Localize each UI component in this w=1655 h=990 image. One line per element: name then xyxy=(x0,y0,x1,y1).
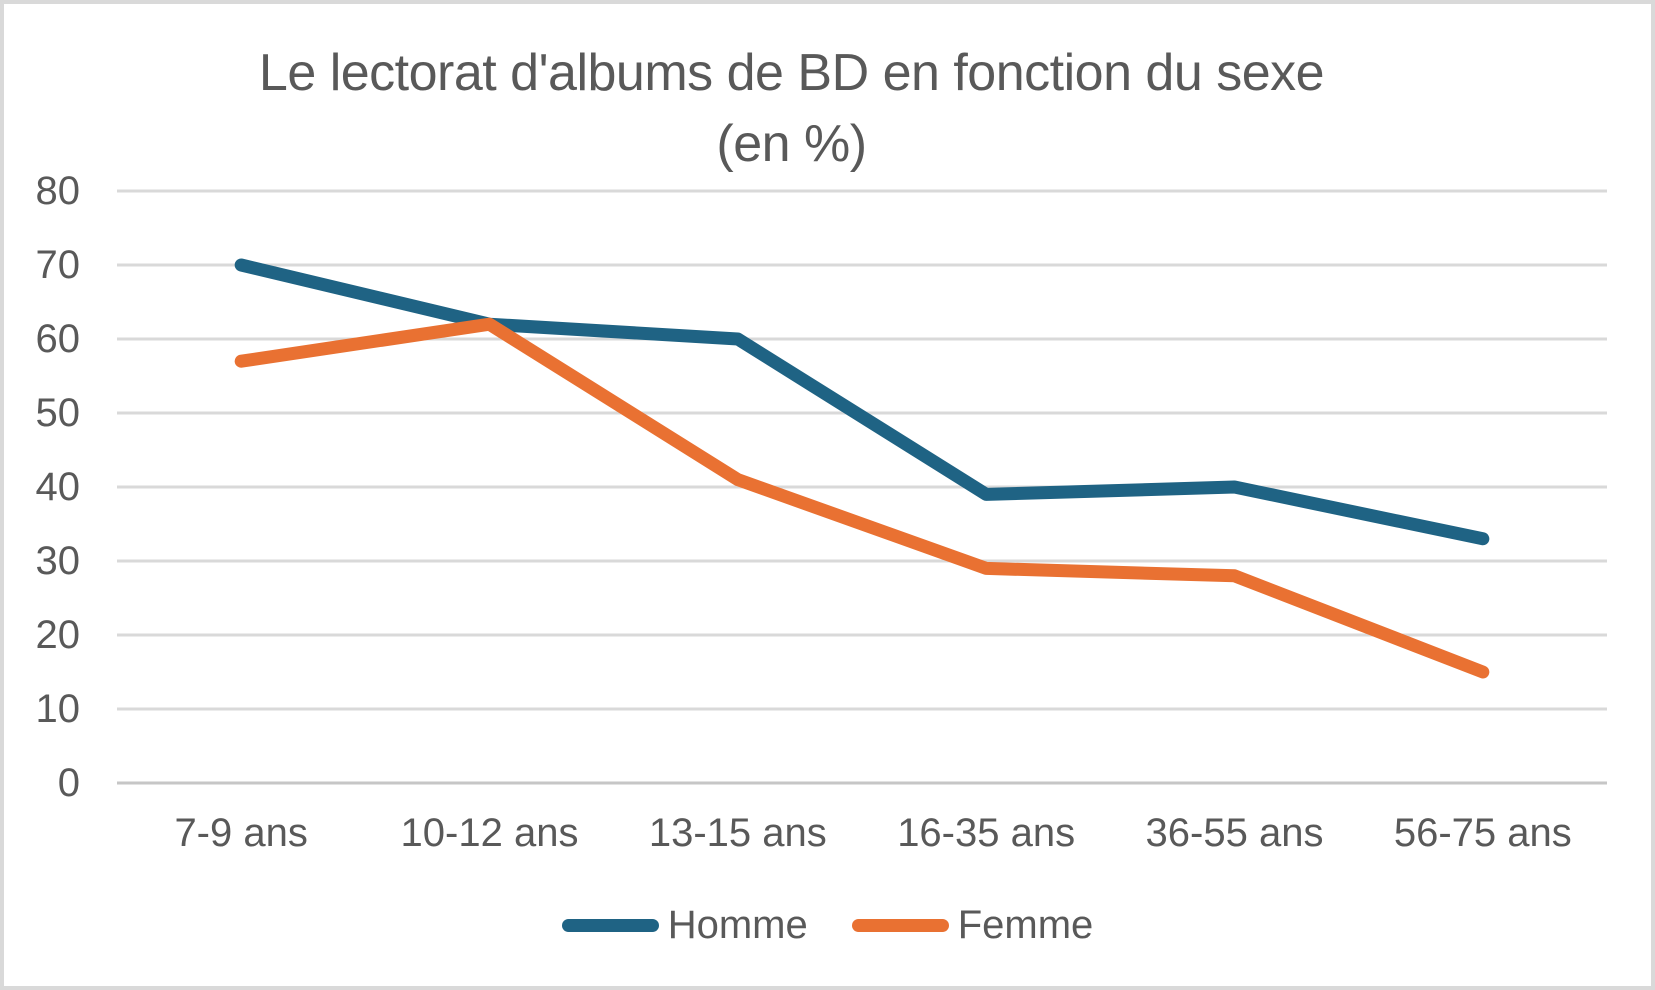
legend-label-homme: Homme xyxy=(667,903,808,947)
legend-item-homme: Homme xyxy=(561,901,808,949)
chart-title-line2: (en %) xyxy=(716,115,867,173)
legend-item-femme: Femme xyxy=(851,901,1094,949)
legend-marker-homme xyxy=(561,918,659,932)
x-tick-label-6: 56-75 ans xyxy=(1393,811,1572,855)
plot-area xyxy=(117,189,1607,785)
series-line-femme xyxy=(234,317,1490,679)
legend-label-femme: Femme xyxy=(957,903,1094,947)
y-tick-label-50: 50 xyxy=(35,391,81,435)
x-tick-label-1: 7-9 ans xyxy=(174,811,308,855)
y-tick-label-40: 40 xyxy=(35,465,81,509)
y-tick-label-30: 30 xyxy=(35,539,81,583)
y-tick-label-80: 80 xyxy=(35,169,81,213)
y-tick-label-70: 70 xyxy=(35,243,81,287)
x-tick-label-3: 13-15 ans xyxy=(648,811,827,855)
y-tick-label-10: 10 xyxy=(35,687,81,731)
legend: Homme Femme xyxy=(4,901,1651,949)
x-tick-label-4: 16-35 ans xyxy=(897,811,1076,855)
chart-title: Le lectorat d'albums de BD en fonction d… xyxy=(4,38,1651,180)
y-tick-label-0: 0 xyxy=(57,761,80,805)
x-tick-label-2: 10-12 ans xyxy=(400,811,579,855)
x-tick-label-5: 36-55 ans xyxy=(1145,811,1324,855)
y-tick-label-20: 20 xyxy=(35,613,81,657)
legend-marker-femme xyxy=(851,918,949,932)
y-tick-label-60: 60 xyxy=(35,317,81,361)
series-line-homme xyxy=(234,258,1490,546)
chart-title-line1: Le lectorat d'albums de BD en fonction d… xyxy=(258,44,1325,102)
